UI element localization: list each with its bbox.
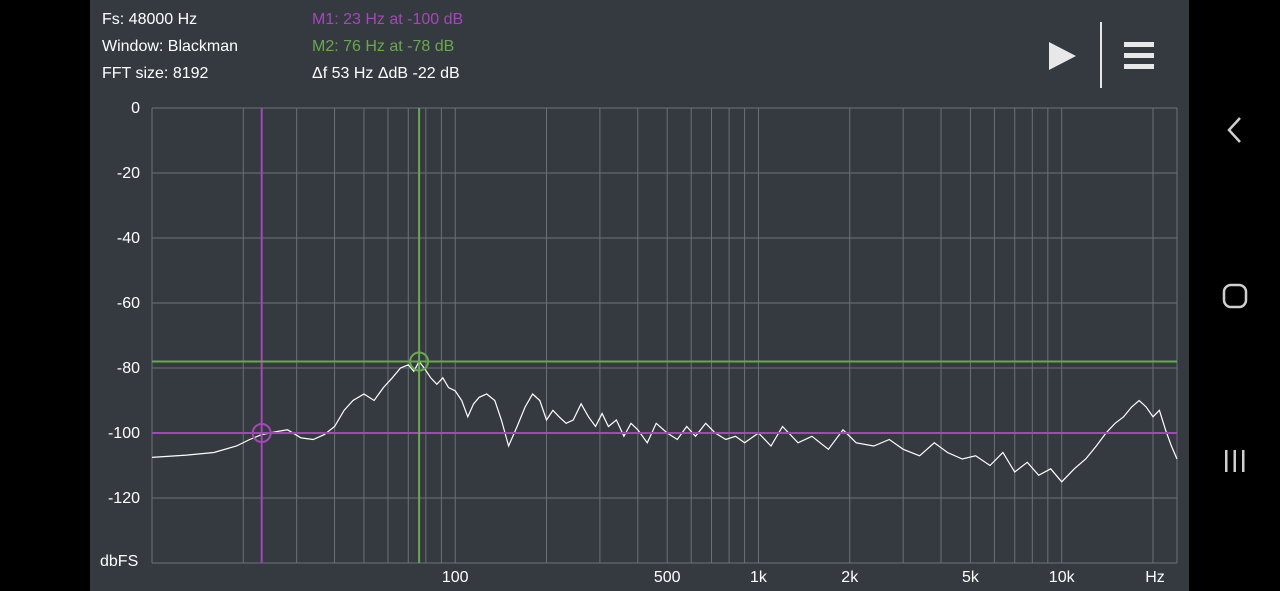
sample-rate-label: Fs: 48000 Hz	[102, 11, 198, 28]
x-tick-label: 100	[442, 569, 469, 586]
x-tick-label: 500	[654, 569, 681, 586]
x-tick-label: 2k	[841, 569, 859, 586]
y-tick-label: -60	[117, 295, 140, 312]
system-navigation-bar	[1189, 0, 1280, 591]
menu-button[interactable]	[1118, 34, 1160, 78]
home-button[interactable]	[1217, 278, 1253, 314]
y-axis-label: dbFS	[100, 553, 138, 570]
recents-icon	[1225, 450, 1245, 472]
play-button[interactable]	[1042, 34, 1082, 78]
spectrum-analyzer: 0 -20 -40 -60 -80 -100 -120 100 500 1k 2k 5k 10k Hz …	[90, 0, 1189, 591]
menu-icon	[1124, 42, 1154, 69]
window-label: Window: Blackman	[102, 38, 239, 55]
toolbar-divider	[1100, 22, 1102, 88]
back-button[interactable]	[1217, 112, 1253, 148]
home-icon	[1222, 283, 1248, 309]
y-tick-label: -20	[117, 165, 140, 182]
marker-delta-readout: Δf 53 Hz ΔdB -22 dB	[312, 65, 460, 82]
x-tick-label: 5k	[962, 569, 980, 586]
back-icon	[1227, 117, 1241, 143]
spectrum-chart[interactable]: 0-20-40-60-80-100-120 100 500 1k 2k 5k 10k Hz …	[90, 0, 1189, 591]
marker-m2-readout: M2: 76 Hz at -78 dB	[312, 38, 455, 55]
marker-m1-readout: M1: 23 Hz at -100 dB	[312, 11, 464, 28]
x-axis-unit-label: Hz	[1145, 569, 1165, 586]
x-tick-label: 10k	[1049, 569, 1076, 586]
x-tick-label: 1k	[750, 569, 768, 586]
marker-m1-handle[interactable]	[251, 423, 272, 443]
marker-m2-handle[interactable]	[409, 351, 430, 372]
play-icon	[1049, 42, 1076, 70]
recents-button[interactable]	[1217, 443, 1253, 479]
y-tick-label: -100	[108, 425, 140, 442]
y-tick-label: 0	[131, 100, 140, 117]
y-tick-label: -40	[117, 230, 140, 247]
spectrum-trace	[151, 360, 1178, 483]
y-tick-label: -120	[108, 490, 140, 507]
y-tick-label: -80	[117, 360, 140, 377]
fft-size-label: FFT size: 8192	[102, 65, 209, 82]
